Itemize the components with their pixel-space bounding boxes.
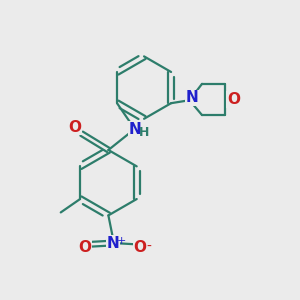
Text: H: H	[139, 126, 149, 139]
Text: O: O	[227, 92, 240, 107]
Text: N: N	[128, 122, 141, 137]
Text: O: O	[78, 240, 92, 255]
Text: O: O	[134, 240, 147, 255]
Text: +: +	[116, 236, 126, 246]
Text: N: N	[106, 236, 119, 250]
Text: N: N	[186, 90, 199, 105]
Text: O: O	[69, 120, 82, 135]
Text: -: -	[147, 240, 152, 254]
